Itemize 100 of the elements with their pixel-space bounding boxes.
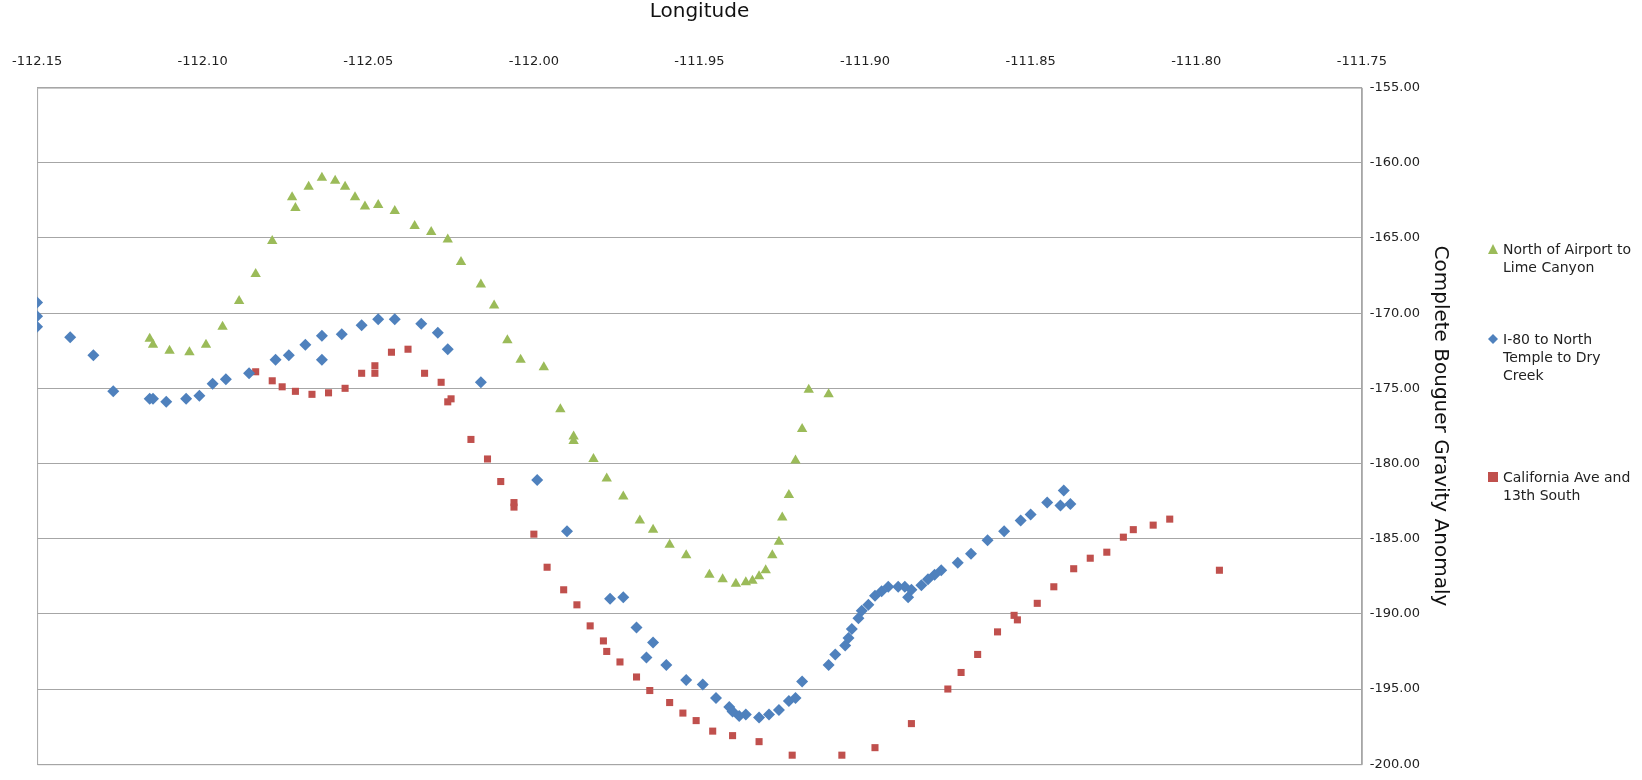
point [329,174,341,184]
x-tick-label: -112.15 [12,53,63,69]
point [303,180,314,190]
y-tick-label: -185.00 [1369,530,1421,546]
y-tick-label: -190.00 [1369,605,1421,621]
point [538,361,549,371]
point [871,744,879,752]
point [803,383,814,393]
point [679,709,687,717]
legend-label: I-80 to North Temple to Dry Creek [1503,330,1602,384]
x-tick-label: -111.90 [839,53,891,69]
y-tick-label: -165.00 [1369,229,1421,245]
x-tick-label: -111.75 [1336,53,1387,69]
point [467,435,475,443]
point [147,338,159,348]
point [1129,526,1137,534]
y-axis-title: Complete Bouguer Gravity Anomaly [1429,245,1454,607]
point [1166,515,1174,523]
point [530,530,538,538]
point [760,564,771,574]
point [502,334,513,344]
point [573,601,581,609]
point [666,699,674,707]
x-tick-label: -111.80 [1171,53,1222,69]
point [389,204,400,214]
y-tick-label: -170.00 [1369,304,1421,320]
point [515,353,526,363]
x-tick-label: -112.05 [343,53,394,69]
y-tick-label: -195.00 [1369,680,1421,696]
point [974,650,982,658]
point [603,647,611,655]
point [717,573,728,583]
point [944,685,952,693]
x-tick-label: -111.95 [674,53,725,69]
point [907,720,915,728]
point [634,514,646,524]
y-tick-label: -180.00 [1369,454,1421,470]
point [291,387,299,395]
point [783,489,795,499]
point [164,344,175,354]
point [1215,566,1223,574]
legend-label: California Ave and 13th South [1503,468,1632,504]
point [359,200,371,210]
point [250,268,261,278]
point [767,549,778,559]
point [777,511,788,521]
point [286,191,298,201]
x-axis-title: Longitude [649,0,750,23]
point [341,384,349,392]
point [1103,548,1111,556]
point [339,180,351,190]
point [349,191,361,201]
point [796,422,808,432]
point [200,338,212,348]
point [373,198,384,208]
point [475,278,487,288]
point [586,622,594,630]
point [437,378,445,386]
point [588,452,599,462]
x-tick-label: -111.85 [1005,53,1056,69]
point [483,455,492,463]
point [747,574,758,584]
point [704,568,715,578]
point [823,388,834,398]
point [993,628,1002,636]
point [371,362,379,370]
point [681,549,692,559]
point [488,299,500,309]
y-tick-label: -175.00 [1369,379,1421,395]
point [664,538,675,548]
point [616,658,624,666]
point [371,369,379,377]
point [268,377,276,385]
point [1070,565,1078,573]
point [409,219,420,229]
point [709,727,717,735]
point [753,570,765,580]
point [788,751,796,759]
point [184,346,195,356]
point [618,490,629,500]
point [308,390,316,398]
point [278,383,286,391]
point [217,320,228,330]
point [599,637,607,645]
x-tick-label: -112.10 [177,53,228,69]
point [646,686,654,695]
point [692,717,700,725]
point [426,225,437,235]
point [633,673,641,681]
legend-label: North of Airport to Lime Canyon [1503,240,1632,276]
point [421,369,429,377]
point [1013,616,1021,624]
y-tick-label: -200.00 [1369,755,1421,771]
point [387,348,395,356]
point [404,345,412,353]
point [358,369,366,377]
point [647,523,659,533]
point [455,256,467,266]
point [497,478,505,486]
point [290,201,301,211]
